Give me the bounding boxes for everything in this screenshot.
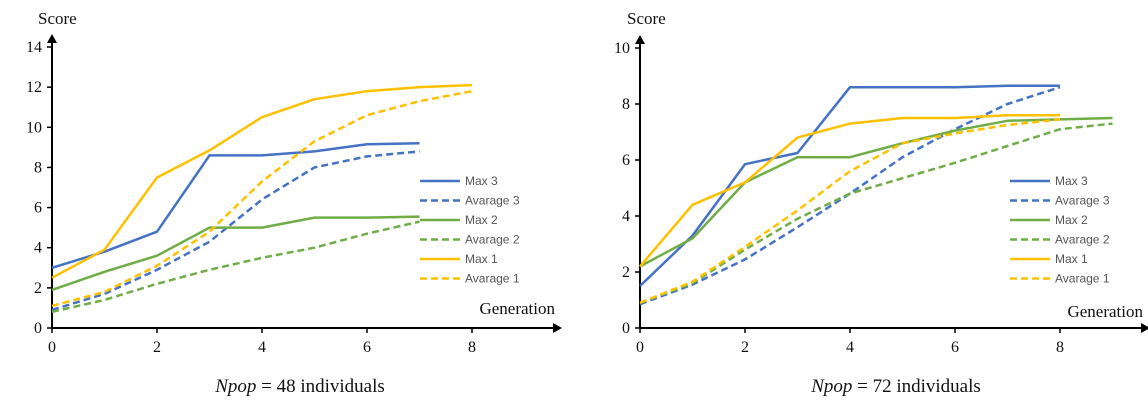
legend-entry-label: Avarage 1 <box>465 272 520 286</box>
y-axis-arrow-icon <box>47 34 57 43</box>
x-axis-title: Generation <box>1067 302 1143 321</box>
x-tick-label: 6 <box>363 339 371 356</box>
series-line-avarage-2 <box>639 122 1113 304</box>
panel-caption: Npop = 72 individuals <box>810 376 981 397</box>
y-tick-label: 12 <box>26 79 42 96</box>
y-tick-label: 6 <box>34 200 42 217</box>
y-tick-label: 10 <box>614 40 630 57</box>
legend-entry-label: Max 1 <box>1055 252 1088 266</box>
series-line-max-1 <box>51 83 473 279</box>
legend: Max 3 Avarage 3 Max 2 Avarage 2 Max 1 Avarage… <box>420 174 520 286</box>
legend-entry-label: Max 2 <box>465 213 498 227</box>
series-line-avarage-1 <box>639 118 1061 304</box>
x-tick-label: 6 <box>951 339 959 356</box>
series-line-avarage-3 <box>639 86 1061 306</box>
y-tick-label: 4 <box>34 240 42 257</box>
series-line-max-2 <box>51 215 420 292</box>
x-tick-label: 4 <box>258 339 266 356</box>
panel-caption: Npop = 48 individuals <box>214 376 385 397</box>
chart-panel-1: 0 2 4 6 8 10 12 14 0 2 4 6 8 Score Generation Max 3 Avar… <box>26 9 562 397</box>
y-tick-label: 2 <box>622 264 630 281</box>
x-tick-label: 8 <box>1056 339 1064 356</box>
x-tick-label: 8 <box>468 339 476 356</box>
chart-panel-2: 0 2 4 6 8 10 0 2 4 6 8 Score Generation Max 3 Avarage … <box>614 9 1148 397</box>
y-axis-title: Score <box>38 9 77 28</box>
legend-entry-label: Avarage 3 <box>1055 194 1110 208</box>
series-line-avarage-1 <box>51 89 473 308</box>
y-tick-label: 4 <box>622 208 630 225</box>
legend-entry-label: Avarage 1 <box>1055 272 1110 286</box>
legend-entry-label: Avarage 2 <box>465 233 520 247</box>
legend-entry-label: Max 3 <box>1055 174 1088 188</box>
x-tick-label: 2 <box>153 339 161 356</box>
legend-entry-label: Max 3 <box>465 174 498 188</box>
y-tick-label: 6 <box>622 152 630 169</box>
y-tick-label: 0 <box>34 320 42 337</box>
x-tick-label: 0 <box>48 339 56 356</box>
series-line-max-2 <box>639 116 1113 268</box>
x-tick-label: 0 <box>636 339 644 356</box>
y-tick-label: 0 <box>622 320 630 337</box>
x-axis-title: Generation <box>479 299 555 318</box>
x-tick-label: 2 <box>741 339 749 356</box>
caption-variable: Npop <box>810 376 852 397</box>
y-tick-label: 8 <box>34 159 42 176</box>
series-line-max-1 <box>639 113 1060 268</box>
caption-text: = 48 individuals <box>256 376 384 397</box>
legend: Max 3 Avarage 3 Max 2 Avarage 2 Max 1 Avarage… <box>1010 174 1110 286</box>
y-axis-title: Score <box>627 9 666 28</box>
y-tick-label: 14 <box>26 39 42 56</box>
x-tick-label: 4 <box>846 339 854 356</box>
series-line-max-3 <box>639 84 1060 287</box>
x-axis-arrow-icon <box>1141 323 1148 333</box>
y-tick-label: 10 <box>26 119 42 136</box>
y-tick-label: 2 <box>34 280 42 297</box>
legend-entry-label: Max 2 <box>1055 213 1088 227</box>
y-axis-arrow-icon <box>635 35 645 44</box>
series-line-avarage-2 <box>51 220 420 314</box>
legend-entry-label: Max 1 <box>465 252 498 266</box>
y-tick-label: 8 <box>622 96 630 113</box>
legend-entry-label: Avarage 2 <box>1055 233 1110 247</box>
x-axis-arrow-icon <box>553 323 562 333</box>
caption-text: = 72 individuals <box>852 376 980 397</box>
legend-entry-label: Avarage 3 <box>465 194 520 208</box>
caption-variable: Npop <box>214 376 256 397</box>
series-line-avarage-3 <box>51 150 420 312</box>
series-line-max-3 <box>51 142 420 269</box>
